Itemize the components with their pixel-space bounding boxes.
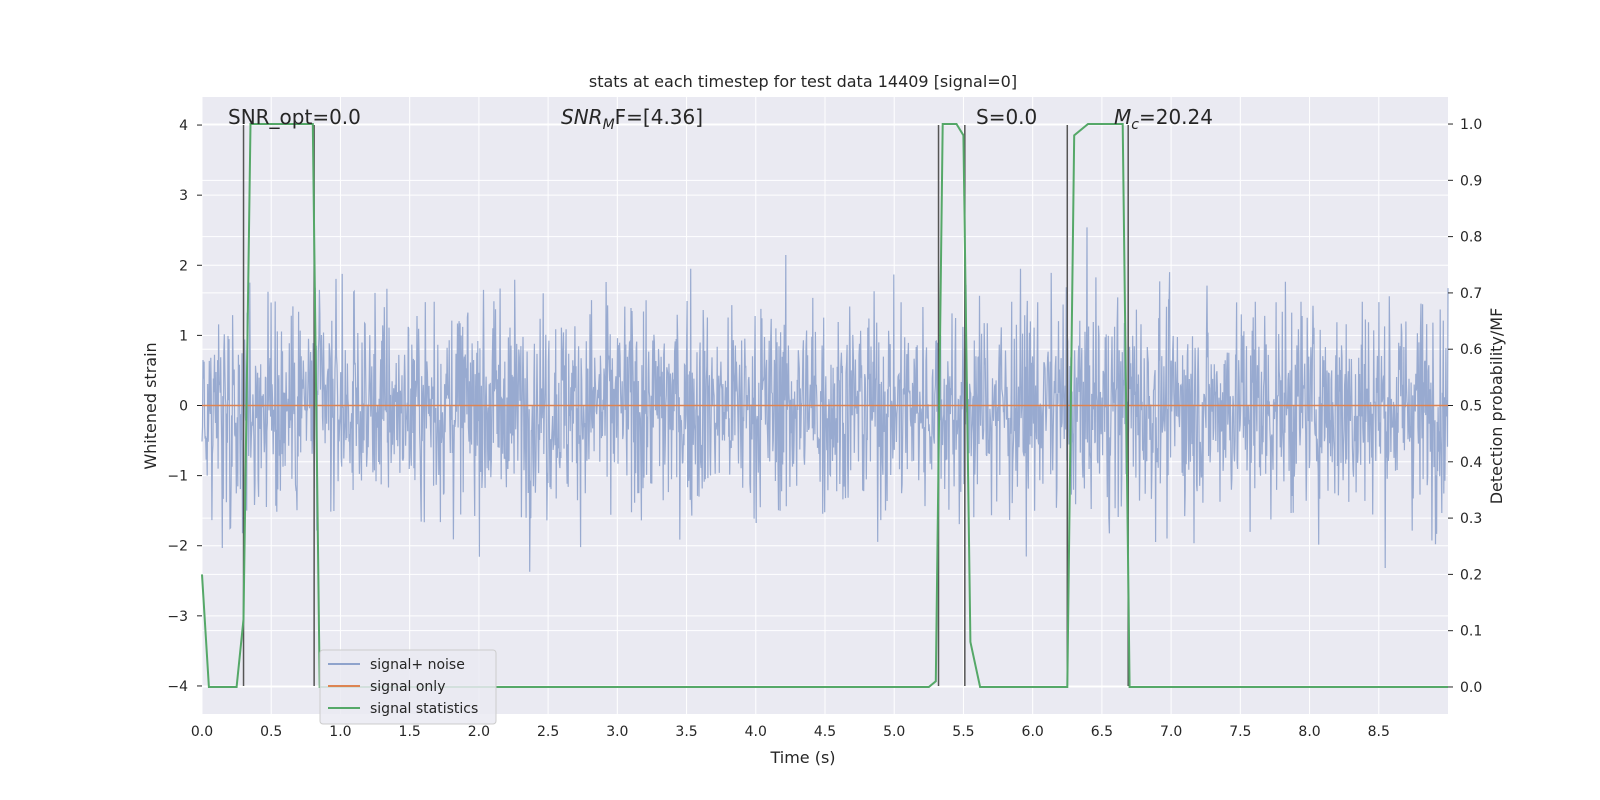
y2-tick-label: 0.4 xyxy=(1460,455,1482,471)
y2-axis-title: Detection probability/MF xyxy=(1487,308,1506,505)
y-tick-label: −3 xyxy=(167,609,188,625)
y2-tick-label: 0.9 xyxy=(1460,173,1482,189)
x-tick-label: 0.5 xyxy=(260,724,282,740)
y2-tick-label: 0.6 xyxy=(1460,342,1482,358)
x-tick-label: 1.5 xyxy=(399,724,421,740)
legend-label-signal-only: signal only xyxy=(370,679,445,695)
y2-tick-label: 0.1 xyxy=(1460,624,1482,640)
x-tick-label: 8.5 xyxy=(1368,724,1390,740)
chart-title: stats at each timestep for test data 144… xyxy=(589,72,1017,91)
annotation-snr-mf-sub: M xyxy=(603,117,615,133)
annotation-snr-mf: SNRMF=[4.36] xyxy=(561,105,703,133)
x-tick-label: 3.5 xyxy=(675,724,697,740)
x-tick-label: 7.5 xyxy=(1229,724,1251,740)
legend-label-signal-statistics: signal statistics xyxy=(370,701,478,717)
x-tick-label: 1.0 xyxy=(329,724,351,740)
x-tick-label: 2.5 xyxy=(537,724,559,740)
y2-tick-label: 1.0 xyxy=(1460,117,1482,133)
legend-box xyxy=(319,649,497,725)
y-tick-label: 3 xyxy=(179,188,188,204)
x-tick-label: 2.0 xyxy=(468,724,490,740)
signal-noise-line xyxy=(201,227,1449,572)
x-tick-label: 3.0 xyxy=(606,724,628,740)
annotation-mc: Mc=20.24 xyxy=(1114,105,1213,133)
y-tick-label: 2 xyxy=(179,258,188,274)
x-tick-label: 0.0 xyxy=(191,724,213,740)
x-tick-label: 5.0 xyxy=(883,724,905,740)
y-tick-label: 1 xyxy=(179,328,188,344)
annotation-snr-mf-main: SNR xyxy=(561,105,603,129)
x-tick-label: 4.5 xyxy=(814,724,836,740)
y-tick-label: 4 xyxy=(179,118,188,134)
annotation-mc-sub: c xyxy=(1131,117,1139,133)
y2-tick-label: 0.5 xyxy=(1460,399,1482,415)
annotation-mc-rest: =20.24 xyxy=(1139,105,1213,129)
y-tick-label: −2 xyxy=(167,539,188,555)
annotation-snr-opt: SNR_opt=0.0 xyxy=(228,105,361,129)
series-signal-noise xyxy=(201,227,1449,572)
y-tick-label: −1 xyxy=(167,469,188,485)
y2-tick-label: 0.3 xyxy=(1460,511,1482,527)
x-tick-label: 7.0 xyxy=(1160,724,1182,740)
annotation-s: S=0.0 xyxy=(976,105,1037,129)
y2-axis-ticks: 1.0 0.9 0.8 0.7 0.6 0.5 0.4 0.3 0.2 0.1 0.0 xyxy=(1448,117,1482,696)
y-tick-label: −4 xyxy=(167,679,188,695)
x-tick-label: 6.0 xyxy=(1022,724,1044,740)
x-tick-label: 8.0 xyxy=(1298,724,1320,740)
x-axis-title: Time (s) xyxy=(769,748,835,767)
x-tick-label: 4.0 xyxy=(745,724,767,740)
y-axis-ticks: 4 3 2 1 0 −1 −2 −3 −4 xyxy=(167,118,202,695)
x-tick-label: 5.5 xyxy=(952,724,974,740)
legend-label-signal-noise: signal+ noise xyxy=(370,657,465,673)
y2-tick-label: 0.0 xyxy=(1460,680,1482,696)
y2-tick-label: 0.2 xyxy=(1460,567,1482,583)
x-axis-ticks: 0.0 0.5 1.0 1.5 2.0 2.5 3.0 3.5 4.0 4.5 5.0 5.5 6.0 6… xyxy=(191,724,1390,740)
x-tick-label: 6.5 xyxy=(1091,724,1113,740)
legend: signal+ noise signal only signal statist… xyxy=(319,649,497,725)
vertical-markers xyxy=(242,125,1129,686)
annotation-snr-mf-rest: F=[4.36] xyxy=(615,105,703,129)
signal-statistics-line xyxy=(201,123,1448,688)
series-signal-statistics xyxy=(201,123,1448,688)
y-tick-label: 0 xyxy=(179,399,188,415)
y2-tick-label: 0.8 xyxy=(1460,230,1482,246)
annotation-mc-main: M xyxy=(1114,105,1131,129)
y-axis-title: Whitened strain xyxy=(141,342,160,469)
y2-tick-label: 0.7 xyxy=(1460,286,1482,302)
